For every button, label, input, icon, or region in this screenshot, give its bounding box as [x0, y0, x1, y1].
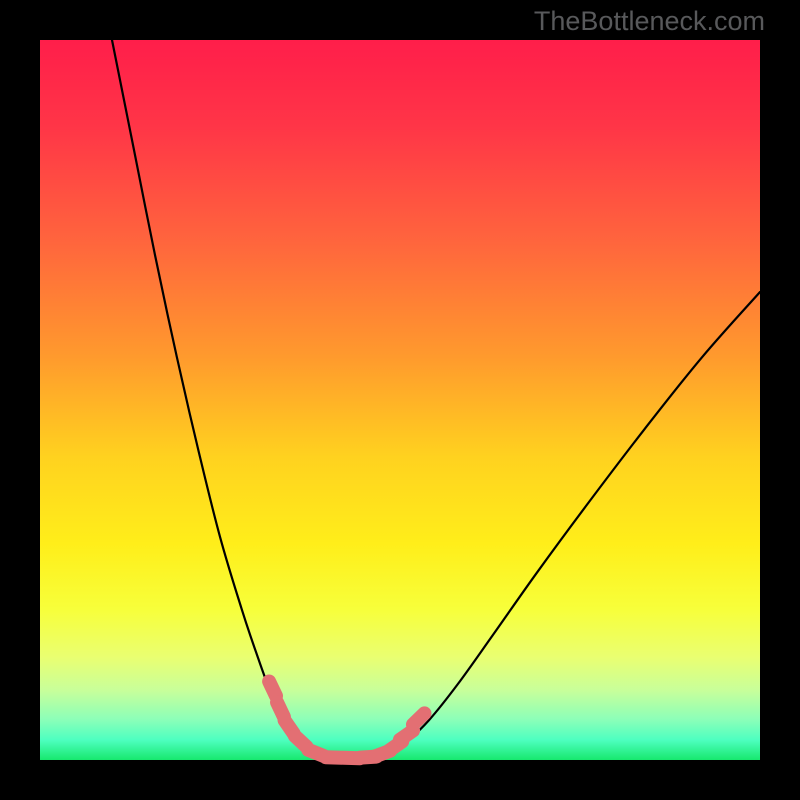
plot-area	[40, 40, 760, 760]
watermark-text: TheBottleneck.com	[534, 6, 765, 37]
